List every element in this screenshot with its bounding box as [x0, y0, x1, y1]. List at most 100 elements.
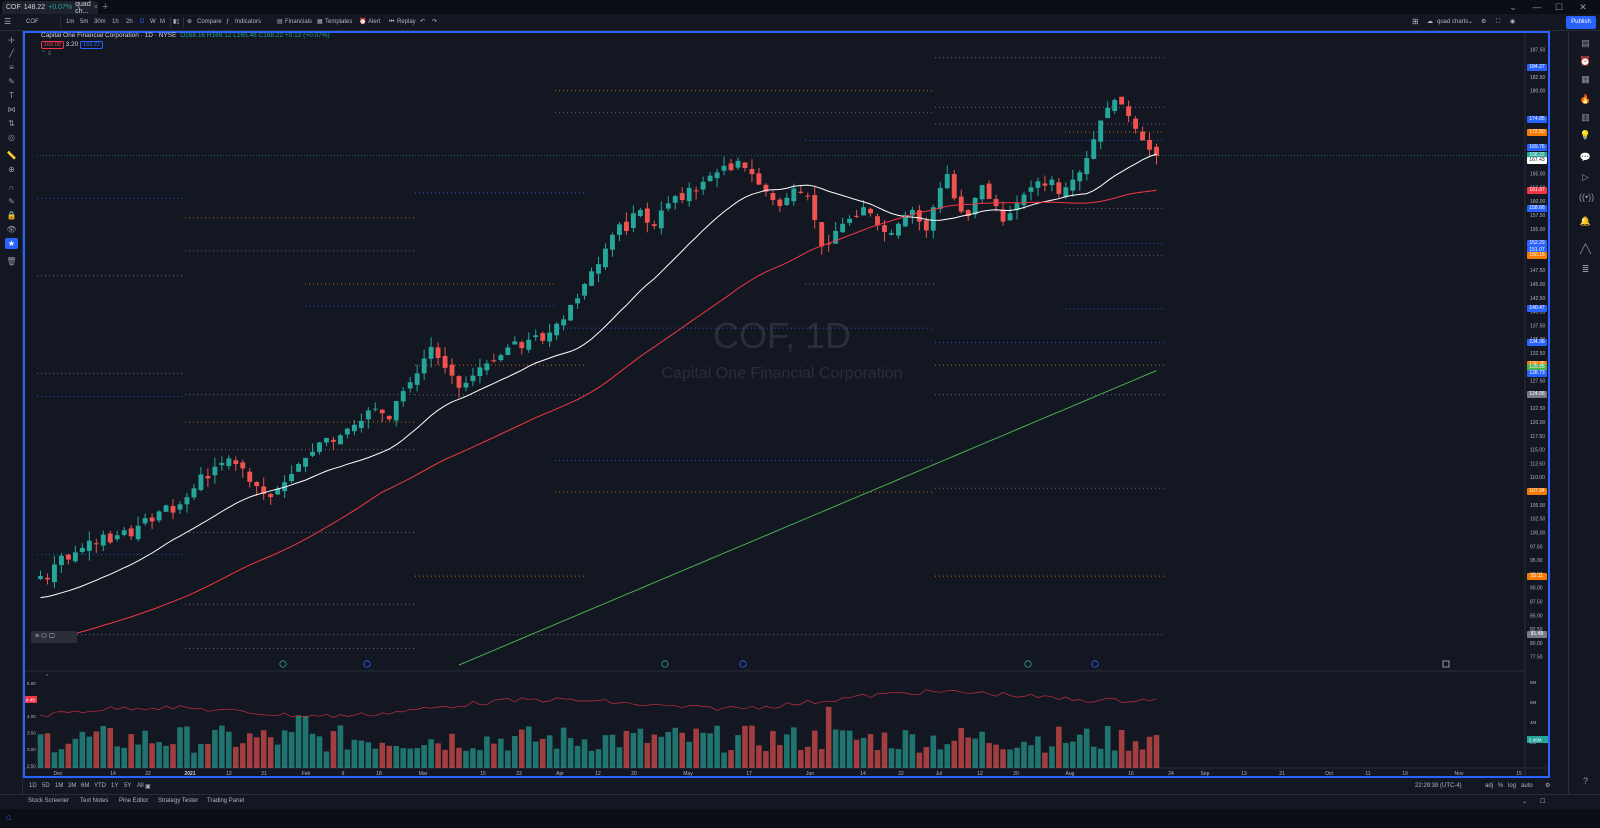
templates-button[interactable]: Templates — [325, 19, 353, 25]
interval-m[interactable]: M — [160, 19, 165, 25]
alert-icon[interactable]: ⏰ — [359, 19, 367, 25]
range-3m[interactable]: 3M — [68, 783, 77, 789]
close-tab-icon[interactable]: × — [93, 4, 98, 11]
range-ytd[interactable]: YTD — [94, 783, 106, 789]
trend-line-icon[interactable]: ╱ — [9, 49, 14, 58]
prediction-icon[interactable]: ⇅ — [8, 119, 15, 128]
streams-icon[interactable]: ▷ — [1582, 172, 1589, 182]
help-icon[interactable]: ? — [1582, 776, 1588, 786]
interval-1m[interactable]: 1m — [66, 19, 75, 25]
zoom-icon[interactable]: ⊕ — [8, 165, 15, 174]
interval-30m[interactable]: 30m — [94, 19, 106, 25]
indicators-button[interactable]: Indicators — [235, 19, 262, 25]
financials-icon[interactable]: ▤ — [277, 19, 283, 25]
collapse-panel-icon[interactable]: ⌄ — [1522, 799, 1528, 805]
replay-icon[interactable]: ⏮ — [389, 19, 395, 25]
bid-box[interactable]: 166.08 — [41, 41, 64, 49]
earnings-marker[interactable] — [739, 660, 747, 668]
new-tab-icon[interactable]: + — [102, 1, 109, 13]
range-5y[interactable]: 5Y — [124, 783, 132, 789]
alerts-icon[interactable]: ⏰ — [1579, 56, 1592, 66]
favorites-icon[interactable]: ★ — [5, 238, 18, 249]
legend-collapse-icon[interactable]: ⌃ ≡ — [41, 51, 52, 57]
percent-toggle[interactable]: % — [1498, 783, 1504, 789]
settings-icon[interactable]: ⚙ — [1481, 19, 1487, 25]
lock-drawings-icon[interactable]: ✎ — [8, 197, 15, 206]
undo-icon[interactable]: ↶ — [420, 19, 426, 25]
range-1y[interactable]: 1Y — [111, 783, 119, 789]
ask-box[interactable]: 169.22 — [80, 41, 103, 49]
cloud-icon[interactable]: ☁ — [1427, 19, 1433, 25]
candle-style-icon[interactable]: ▮▯ — [173, 19, 180, 25]
adj-toggle[interactable]: adj — [1485, 783, 1494, 789]
text-icon[interactable]: T — [9, 91, 14, 100]
data-window-icon[interactable]: ▦ — [1581, 74, 1590, 84]
interval-1h[interactable]: 1h — [112, 19, 119, 25]
chat-icon[interactable]: 💬 — [1579, 152, 1592, 162]
event-flag-icon[interactable] — [1442, 660, 1450, 668]
price-chart[interactable]: COF, 1D Capital One Financial Corporatio… — [25, 33, 1548, 776]
pattern-icon[interactable]: ⋈ — [7, 105, 16, 114]
order-panel-icon[interactable]: ╱╲ — [1580, 244, 1591, 254]
layout-grid-icon[interactable]: ⊞ — [1412, 17, 1419, 26]
panel-tab-pine-editor[interactable]: Pine Editor — [119, 798, 149, 804]
range-1m[interactable]: 1M — [55, 783, 64, 789]
symbol-search[interactable]: COF — [26, 19, 39, 25]
publish-button[interactable]: Publish — [1566, 16, 1596, 29]
notifications-icon[interactable]: 🔔 — [1579, 216, 1592, 226]
hide-icon[interactable]: 👁 — [6, 225, 17, 234]
pane-collapse-icon[interactable]: ⌃ — [45, 674, 49, 680]
panel-tab-stock-screener[interactable]: Stock Screener — [28, 798, 70, 804]
panel-tab-text-notes[interactable]: Text Notes — [80, 798, 109, 804]
maximize-icon[interactable]: ☐ — [1554, 2, 1564, 12]
floating-drawing-toolbar[interactable]: ≡ ⬭ ▢ — [31, 631, 77, 643]
range-all[interactable]: All — [137, 783, 144, 789]
financials-button[interactable]: Financials — [285, 19, 313, 25]
brush-icon[interactable]: ✎ — [8, 77, 15, 86]
earnings-marker[interactable] — [1024, 660, 1032, 668]
chevron-down-icon[interactable]: ⌄ — [1468, 19, 1474, 25]
range-6m[interactable]: 6M — [81, 783, 90, 789]
camera-icon[interactable]: ◉ — [1510, 19, 1516, 25]
range-5d[interactable]: 5D — [42, 783, 50, 789]
alert-button[interactable]: Alert — [368, 19, 381, 25]
layout-name[interactable]: quad charts — [1437, 19, 1469, 25]
interval-5m[interactable]: 5m — [80, 19, 89, 25]
broadcast-icon[interactable]: ((•)) — [1579, 192, 1595, 202]
dom-icon[interactable]: ≣ — [1581, 264, 1590, 274]
menu-icon[interactable]: ☰ — [4, 17, 12, 26]
chart-tab[interactable]: COF 148.22 +0.07% quad ch... × — [2, 1, 98, 15]
hotlist-icon[interactable]: 🔥 — [1579, 94, 1592, 104]
ideas-icon[interactable]: 💡 — [1579, 130, 1592, 140]
log-toggle[interactable]: log — [1508, 783, 1517, 789]
replay-button[interactable]: Replay — [397, 19, 416, 25]
earnings-marker[interactable] — [279, 660, 287, 668]
earnings-marker[interactable] — [363, 660, 371, 668]
interval-d[interactable]: D — [140, 19, 145, 25]
close-window-icon[interactable]: ✕ — [1579, 2, 1587, 12]
panel-tab-trading-panel[interactable]: Trading Panel — [207, 798, 245, 804]
calendar-range-icon[interactable]: ▣ — [145, 784, 151, 790]
settings-small-icon[interactable]: ⚙ — [1545, 783, 1551, 789]
indicators-icon[interactable]: ƒ — [226, 19, 230, 25]
crosshair-icon[interactable]: ✛ — [8, 36, 15, 45]
compare-button[interactable]: Compare — [197, 19, 222, 25]
auto-toggle[interactable]: auto — [1521, 783, 1533, 789]
templates-icon[interactable]: ▦ — [317, 19, 323, 25]
earnings-marker[interactable] — [1091, 660, 1099, 668]
fib-icon[interactable]: ≡ — [9, 63, 14, 72]
range-1d[interactable]: 1D — [29, 783, 37, 789]
ruler-icon[interactable]: 📏 — [6, 151, 17, 160]
trash-icon[interactable]: 🗑 — [6, 257, 17, 266]
watchlist-icon[interactable]: ▤ — [1581, 38, 1590, 48]
redo-icon[interactable]: ↷ — [432, 19, 438, 25]
compare-icon[interactable]: ⊕ — [187, 19, 193, 25]
interval-w[interactable]: W — [150, 19, 156, 25]
minimize-icon[interactable]: — — [1532, 2, 1542, 12]
magnet-icon[interactable]: ∩ — [8, 183, 15, 192]
calendar-icon[interactable]: ▥ — [1581, 112, 1590, 122]
interval-2h[interactable]: 2h — [126, 19, 133, 25]
panel-tab-strategy-tester[interactable]: Strategy Tester — [158, 798, 199, 804]
fullscreen-icon[interactable]: ⛶ — [1496, 19, 1501, 25]
earnings-marker[interactable] — [661, 660, 669, 668]
